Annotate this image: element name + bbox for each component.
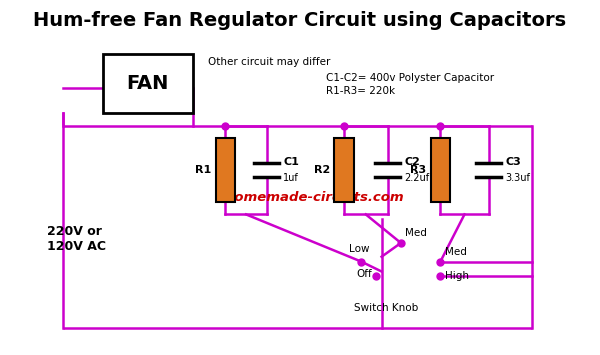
Bar — [216, 138, 235, 202]
Text: 3.3uf: 3.3uf — [505, 173, 530, 183]
Text: Med: Med — [445, 247, 467, 257]
Text: High: High — [445, 272, 469, 282]
Text: homemade-circuits.com: homemade-circuits.com — [226, 191, 404, 204]
Text: Med: Med — [405, 228, 427, 238]
Text: 2.2uf: 2.2uf — [404, 173, 430, 183]
Text: R1: R1 — [195, 165, 211, 175]
Text: C1: C1 — [283, 157, 299, 167]
Text: Off: Off — [356, 269, 372, 279]
Text: R2: R2 — [314, 165, 330, 175]
Text: FAN: FAN — [127, 74, 169, 93]
Text: Low: Low — [349, 244, 369, 254]
Text: C3: C3 — [505, 157, 521, 167]
Text: Switch Knob: Switch Knob — [354, 303, 418, 313]
Bar — [431, 138, 450, 202]
Text: 220V or
120V AC: 220V or 120V AC — [47, 225, 106, 253]
Text: Hum-free Fan Regulator Circuit using Capacitors: Hum-free Fan Regulator Circuit using Cap… — [34, 11, 566, 30]
Bar — [103, 54, 193, 113]
Text: Other circuit may differ: Other circuit may differ — [208, 57, 330, 67]
Text: C2: C2 — [404, 157, 420, 167]
Bar — [334, 138, 353, 202]
Text: 1uf: 1uf — [283, 173, 299, 183]
Text: R3: R3 — [410, 165, 427, 175]
Text: C1-C2= 400v Polyster Capacitor: C1-C2= 400v Polyster Capacitor — [326, 72, 494, 83]
Text: R1-R3= 220k: R1-R3= 220k — [326, 86, 395, 96]
